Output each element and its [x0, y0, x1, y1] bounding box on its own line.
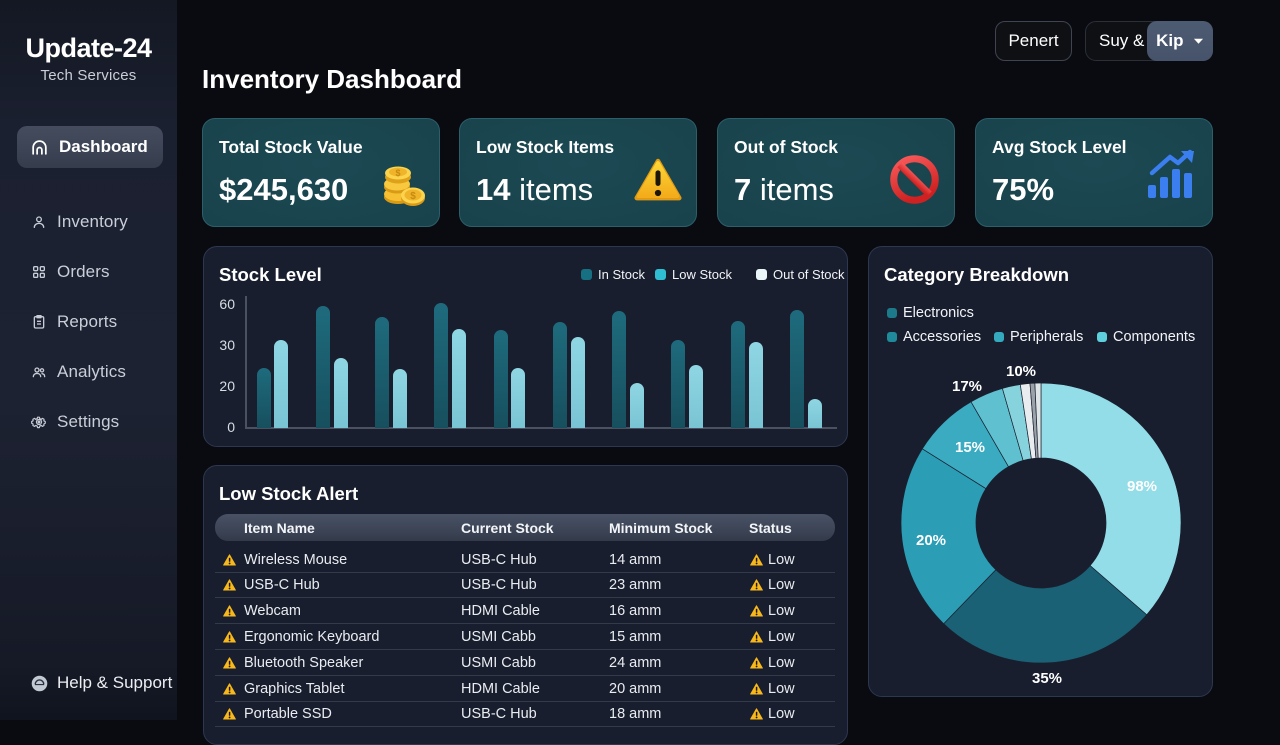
svg-text:$: $: [395, 168, 400, 178]
svg-text:$: $: [410, 191, 416, 202]
